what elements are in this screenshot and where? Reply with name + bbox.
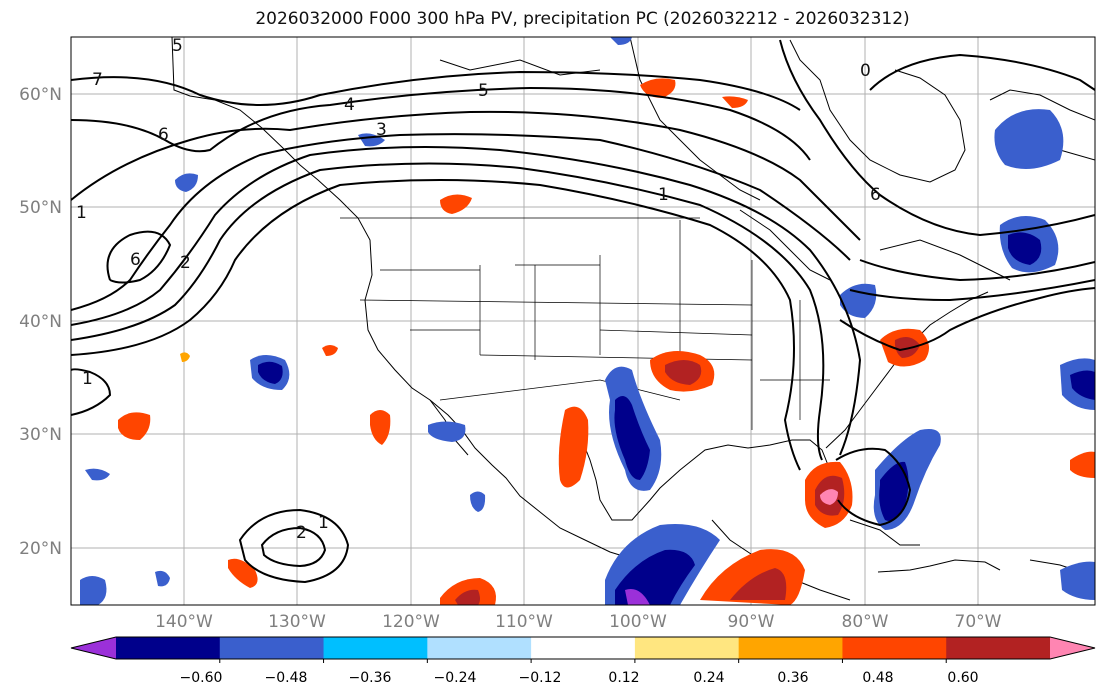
latitude-labels: 60°N 50°N 40°N 30°N 20°N [19, 85, 62, 559]
colorbar-label: 0.12 [608, 670, 639, 686]
contour-label: 1 [82, 369, 93, 389]
colorbar-segment [323, 637, 428, 659]
contour-label: 5 [172, 36, 183, 56]
longitude-labels: 140°W 130°W 120°W 110°W 100°W 90°W 80°W … [155, 612, 1002, 632]
pv-contours [71, 39, 1095, 584]
contour-label: 3 [376, 120, 387, 140]
colorbar-labels: −0.60 −0.48 −0.36 −0.24 −0.12 0.12 0.24 … [180, 670, 979, 686]
lon-label: 110°W [495, 612, 553, 632]
contour-label: 5 [478, 81, 489, 101]
contour-label: 1 [658, 185, 669, 205]
colorbar-segment [219, 637, 325, 659]
colorbar-outline [70, 636, 1096, 660]
colorbar-label: −0.24 [434, 670, 477, 686]
colorbar-segment [116, 637, 221, 659]
contour-label: 7 [92, 70, 103, 90]
colorbar-segment [842, 637, 947, 659]
contour-label: 2 [296, 523, 307, 543]
colorbar-segment [531, 637, 636, 659]
precip-fills [80, 37, 1095, 605]
colorbar [70, 636, 1096, 663]
colorbar-label: −0.60 [180, 670, 223, 686]
colorbar-label: 0.60 [947, 670, 978, 686]
colorbar-label: 0.36 [777, 670, 808, 686]
lon-label: 140°W [155, 612, 213, 632]
contour-label: 6 [130, 250, 141, 270]
lon-label: 100°W [609, 612, 667, 632]
colorbar-extend-min [71, 637, 116, 659]
lat-label: 30°N [19, 425, 62, 445]
colorbar-extend-max [1050, 637, 1095, 659]
lon-label: 80°W [842, 612, 889, 632]
lon-label: 70°W [955, 612, 1002, 632]
contour-label: 2 [180, 253, 191, 273]
lon-label: 120°W [382, 612, 440, 632]
map-frame [70, 36, 1096, 606]
lon-label: 130°W [268, 612, 326, 632]
colorbar-label: −0.12 [519, 670, 562, 686]
contour-label: 1 [76, 203, 87, 223]
map-title: 2026032000 F000 300 hPa PV, precipitatio… [255, 9, 910, 29]
lon-label: 90°W [728, 612, 775, 632]
lat-label: 50°N [19, 198, 62, 218]
contour-label: 1 [318, 513, 329, 533]
gridlines [71, 37, 1095, 605]
colorbar-label: 0.48 [862, 670, 893, 686]
lat-label: 20°N [19, 539, 62, 559]
coastlines [171, 37, 1095, 601]
lat-label: 60°N [19, 85, 62, 105]
contour-label: 6 [870, 185, 881, 205]
contour-label: 0 [860, 61, 871, 81]
contour-label: 4 [344, 95, 355, 115]
colorbar-segment [738, 637, 843, 659]
colorbar-label: −0.48 [265, 670, 308, 686]
colorbar-segment [427, 637, 532, 659]
lat-label: 40°N [19, 312, 62, 332]
pv-contour-labels: 5 7 6 4 3 5 6 2 1 1 6 0 1 2 1 [76, 36, 881, 543]
colorbar-label: −0.36 [349, 670, 392, 686]
colorbar-label: 0.24 [693, 670, 724, 686]
contour-label: 6 [158, 125, 169, 145]
colorbar-segment [946, 637, 1051, 659]
colorbar-segment [634, 637, 740, 659]
